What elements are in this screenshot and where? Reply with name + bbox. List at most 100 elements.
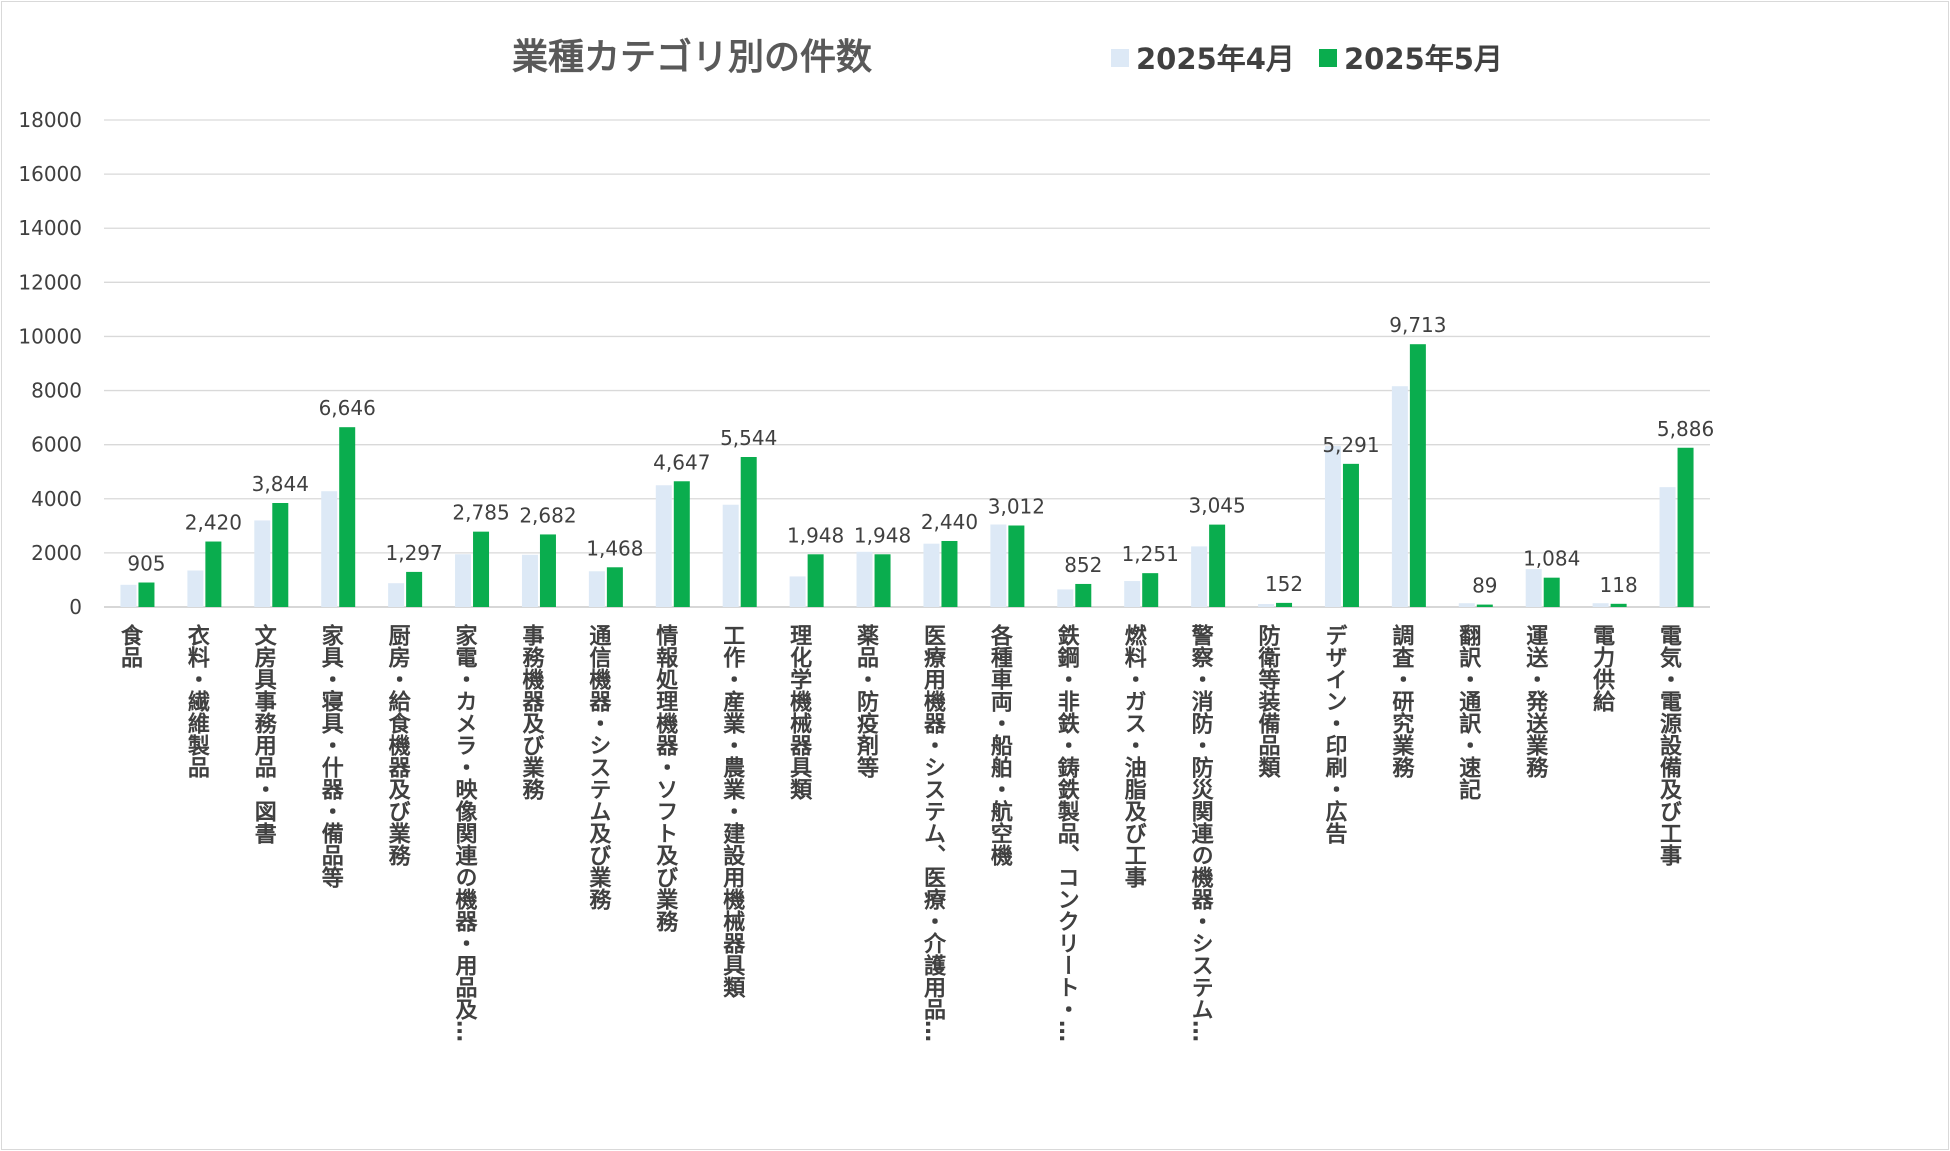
y-tick-label: 10000 (18, 324, 82, 348)
bar-may (473, 531, 490, 607)
y-tick-label: 0 (69, 595, 82, 619)
legend-label-april: 2025年4月 (1136, 42, 1295, 76)
y-tick-label: 18000 (18, 108, 82, 132)
bar-april (1258, 604, 1275, 607)
x-category-label: 鉄鋼・非鉄・鋳鉄製品、コンクリート・… (1054, 623, 1081, 1042)
bar-may (941, 540, 958, 607)
y-tick-label: 12000 (18, 270, 82, 294)
bar-april (1057, 589, 1074, 607)
bar-may (1409, 344, 1426, 607)
bar-may (1276, 602, 1293, 607)
x-category-label: 防衛等装備品類 (1255, 624, 1282, 779)
data-label-may: 4,647 (653, 450, 710, 474)
bar-april (1124, 581, 1141, 607)
bar-may (740, 457, 757, 607)
x-category-label: 運送・発送業務 (1522, 624, 1549, 779)
bar-april (789, 576, 806, 607)
data-label-may: 2,682 (519, 503, 576, 527)
bars (120, 344, 1694, 607)
data-label-may: 3,045 (1188, 494, 1245, 518)
y-tick-label: 16000 (18, 162, 82, 186)
bar-april (1458, 603, 1475, 607)
bar-may (874, 554, 891, 607)
bar-april (388, 583, 405, 607)
bar-may (1677, 447, 1694, 607)
bar-april (120, 584, 137, 607)
x-category-label: 工作・産業・農業・建設用機械器具類 (719, 624, 746, 999)
bar-april (722, 504, 739, 607)
bar-may (138, 582, 155, 607)
x-category-label: 通信機器・システム及び業務 (585, 624, 612, 911)
chart-title: 業種カテゴリ別の件数 (512, 36, 872, 78)
bar-may (606, 567, 623, 607)
bar-april (521, 554, 538, 607)
bar-may (1008, 525, 1025, 607)
data-label-may: 5,544 (720, 426, 777, 450)
bar-april (923, 543, 940, 607)
x-category-label: 家電・カメラ・映像関連の機器・用品及… (452, 623, 479, 1042)
x-category-label: 事務機器及び業務 (518, 623, 545, 801)
bar-may (1610, 603, 1627, 607)
data-label-may: 3,844 (252, 472, 309, 496)
x-category-label: 衣料・繊維製品 (184, 623, 211, 778)
bar-april (1592, 603, 1609, 607)
legend-label-may: 2025年5月 (1344, 42, 1503, 76)
y-tick-label: 2000 (31, 541, 82, 565)
data-label-may: 89 (1472, 574, 1497, 598)
bar-may (539, 534, 556, 607)
x-category-label: 理化学機械器具類 (786, 624, 813, 801)
y-tick-label: 4000 (31, 487, 82, 511)
bar-april (990, 524, 1007, 607)
x-category-label: 調査・研究業務 (1388, 623, 1414, 779)
x-category-label: 食品 (117, 623, 143, 668)
x-category-label: 電力供給 (1589, 624, 1616, 713)
x-category-label: 家具・寝具・什器・備品等 (318, 623, 345, 888)
legend-swatch-may (1319, 49, 1337, 67)
bar-april (1525, 569, 1542, 607)
x-category-label: 薬品・防疫剤等 (853, 624, 880, 778)
bar-may (205, 541, 222, 607)
bar-may (339, 427, 356, 607)
legend-swatch-april (1111, 49, 1129, 67)
bar-april (254, 520, 271, 607)
x-category-label: 翻訳・通訳・速記 (1455, 624, 1481, 800)
bar-may (1342, 463, 1359, 607)
y-axis: 0 2000 4000 6000 8000 10000 12000 14000 16000 180… (18, 108, 82, 619)
data-label-may: 1,948 (854, 523, 911, 547)
x-category-label: 警察・消防・防災関連の機器・システム… (1188, 624, 1215, 1042)
bar-may (807, 554, 824, 607)
bar-may (1209, 524, 1226, 607)
data-label-may: 1,084 (1523, 547, 1580, 571)
x-category-label: 文房具事務用品・図書 (251, 623, 277, 845)
bar-may (1075, 583, 1092, 607)
x-category-label: 各種車両・船舶・航空機 (987, 623, 1014, 867)
bar-april (1659, 487, 1676, 607)
data-label-may: 9,713 (1389, 313, 1446, 337)
data-label-may: 5,291 (1322, 433, 1379, 457)
bar-april (1191, 546, 1208, 607)
x-category-label: 燃料・ガス・油脂及び工事 (1121, 623, 1147, 888)
bar-april (588, 571, 605, 607)
gridlines (104, 119, 1710, 608)
data-label-may: 1,948 (787, 523, 844, 547)
bar-may (1476, 604, 1493, 607)
x-axis: 食品 衣料・繊維製品 文房具事務用品・図書 家具・寝具・什器・備品等 厨房・給食機器及び… (117, 623, 1682, 1042)
bar-may (272, 502, 289, 607)
data-label-may: 3,012 (988, 495, 1045, 519)
data-label-may: 2,420 (185, 511, 242, 535)
bar-april (1324, 446, 1341, 607)
data-label-may: 152 (1265, 572, 1303, 596)
data-labels: 905 2,420 3,844 6,646 1,297 2,785 2,682 1,468 4,… (127, 313, 1714, 597)
bar-april (187, 570, 204, 607)
bar-may (406, 571, 423, 607)
x-category-label: 医療用機器・システム、医療・介護用品… (920, 624, 947, 1042)
data-label-may: 2,785 (452, 501, 509, 525)
data-label-may: 852 (1064, 553, 1102, 577)
bar-april (856, 551, 873, 607)
y-tick-label: 14000 (18, 216, 82, 240)
data-label-may: 1,468 (586, 536, 643, 560)
y-tick-label: 8000 (31, 379, 82, 403)
x-category-label: 電気・電源設備及び工事 (1656, 624, 1682, 866)
